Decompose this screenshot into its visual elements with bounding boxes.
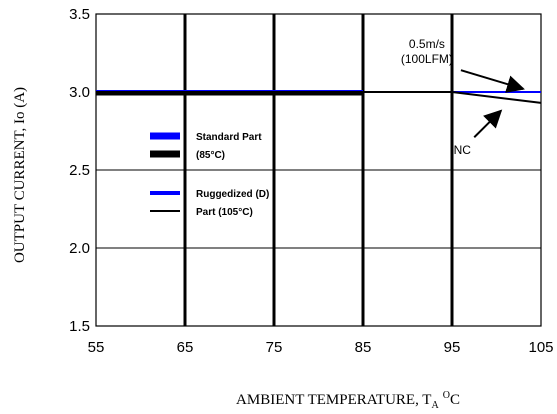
- legend: Standard Part (85°C) Ruggedized (D) Part (1…: [150, 132, 269, 218]
- legend-swatch-0-0: [150, 132, 180, 140]
- legend-label-1-0: Ruggedized (D): [196, 189, 269, 200]
- legend-swatch-1-1: [150, 210, 180, 212]
- legend-swatch-0-1: [150, 150, 180, 158]
- annotation-label-1-0: NC: [454, 143, 472, 157]
- y-axis-title: OUTPUT CURRENT, Io (A): [12, 87, 28, 263]
- annotations: 0.5m/s(100LFM) NC: [401, 37, 525, 157]
- y-tick-label-4: 3.5: [69, 6, 90, 23]
- x-tick-label-2: 75: [266, 339, 283, 356]
- plot-frame: [95, 13, 542, 327]
- x-tick-label-1: 65: [177, 339, 194, 356]
- legend-label-0-1: (85°C): [196, 150, 225, 161]
- legend-swatch-1-0: [150, 191, 180, 195]
- y-tick-label-3: 3.0: [69, 84, 90, 101]
- tick-labels: 1.5 2.0 2.5 3.0 3.5 55 65 75 85 95 105: [69, 6, 553, 356]
- annotation-label-0-0: 0.5m/s: [409, 37, 445, 51]
- x-tick-label-4: 95: [444, 339, 461, 356]
- x-tick-label-5: 105: [528, 339, 553, 356]
- grid-lines: [95, 13, 542, 327]
- series-line-3: [96, 91, 542, 104]
- legend-label-1-1: Part (105°C): [196, 207, 253, 218]
- axes: [95, 13, 542, 327]
- annotation-arrow-1: [473, 109, 503, 138]
- series-lines: [96, 90, 542, 104]
- annotation-arrow-0: [460, 69, 525, 93]
- x-tick-label-0: 55: [88, 339, 105, 356]
- x-axis-title: AMBIENT TEMPERATURE, TAOC: [236, 390, 460, 411]
- y-tick-label-0: 1.5: [69, 318, 90, 335]
- annotation-label-0-1: (100LFM): [401, 52, 453, 66]
- legend-label-0-0: Standard Part: [196, 132, 262, 143]
- y-tick-label-2: 2.5: [69, 162, 90, 179]
- y-tick-label-1: 2.0: [69, 240, 90, 257]
- x-tick-label-3: 85: [355, 339, 372, 356]
